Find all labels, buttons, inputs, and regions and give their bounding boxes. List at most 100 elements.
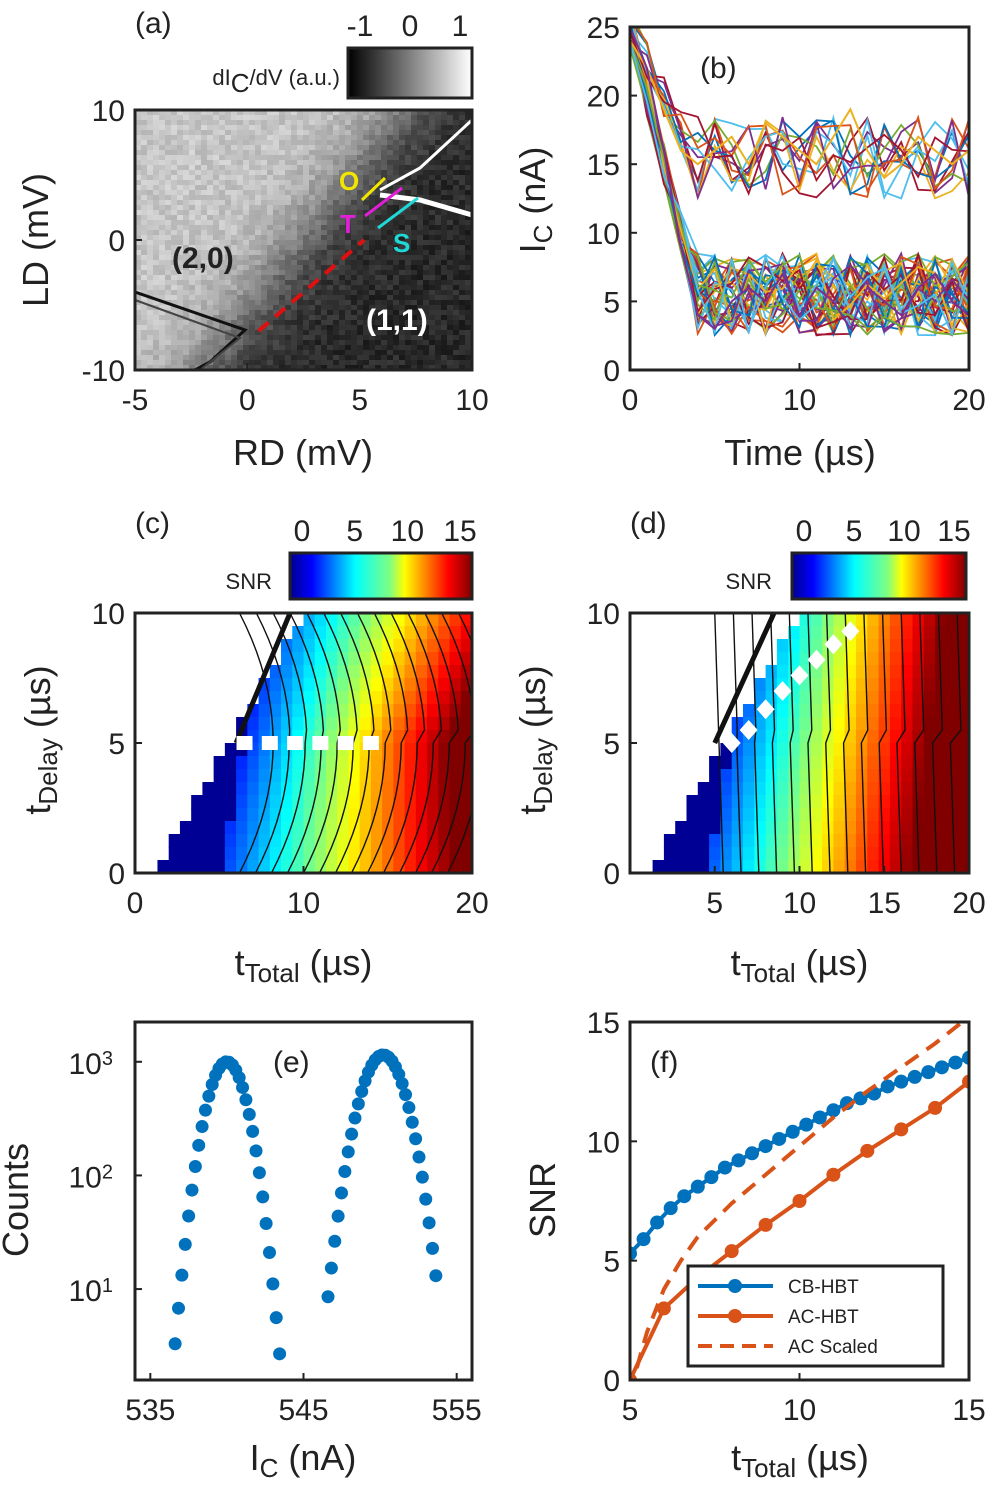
pixel [363, 120, 370, 126]
pixel [285, 330, 292, 336]
pixel [465, 295, 472, 301]
pixel [285, 135, 292, 141]
pixel [345, 200, 352, 206]
pixel [363, 320, 370, 326]
pixel [393, 225, 400, 231]
pixel [309, 235, 316, 241]
pixel [297, 160, 304, 166]
panel-b-ylabel-part: C [528, 225, 558, 244]
snr-cell [449, 678, 462, 692]
pixel [333, 255, 340, 261]
pixel [411, 160, 418, 166]
pixel [237, 200, 244, 206]
pixel [447, 280, 454, 286]
pixel [345, 195, 352, 201]
panel-a-ylabel: LD (mV) [15, 173, 56, 307]
pixel [171, 120, 178, 126]
snr-cell [269, 795, 282, 809]
pixel [285, 210, 292, 216]
snr-cell [822, 717, 834, 731]
pixel [327, 250, 334, 256]
pixel [237, 220, 244, 226]
pixel [333, 165, 340, 171]
pixel [231, 225, 238, 231]
pixel [207, 165, 214, 171]
pixel [273, 125, 280, 131]
snr-cell [258, 795, 271, 809]
pixel [297, 355, 304, 361]
pixel [435, 235, 442, 241]
pixel [285, 240, 292, 246]
pixel [309, 165, 316, 171]
pixel [231, 220, 238, 226]
pixel [345, 235, 352, 241]
panel-b-x-tick-label: 10 [783, 384, 816, 417]
panel-d-ylabel: tDelay (µs) [512, 665, 558, 814]
snr-cell [325, 691, 338, 705]
pixel [237, 265, 244, 271]
pixel [189, 195, 196, 201]
pixel [321, 200, 328, 206]
pixel [183, 225, 190, 231]
pixel [381, 330, 388, 336]
pixel [273, 285, 280, 291]
pixel [285, 125, 292, 131]
snr-cell [901, 834, 914, 848]
snr-cell [325, 769, 338, 783]
pixel [447, 300, 454, 306]
pixel [333, 365, 340, 370]
pixel [195, 180, 202, 186]
pixel [453, 140, 460, 146]
pixel [297, 305, 304, 311]
pixel [459, 325, 466, 331]
pixel [447, 270, 454, 276]
pixel [351, 335, 358, 341]
pixel [405, 160, 412, 166]
snr-cell [799, 652, 812, 666]
snr-cell [393, 704, 406, 718]
pixel [441, 295, 448, 301]
pixel [219, 365, 226, 370]
snr-cell [743, 847, 755, 861]
pixel [165, 145, 172, 151]
pixel [207, 240, 214, 246]
pixel [453, 260, 460, 266]
snr-cell [415, 704, 428, 718]
pixel [195, 350, 202, 356]
pixel [333, 175, 340, 181]
pixel [267, 330, 274, 336]
snr-cell [314, 847, 327, 861]
pixel [135, 340, 142, 346]
snr-cell [415, 860, 428, 873]
trace-low [630, 27, 969, 332]
pixel [255, 185, 262, 191]
pixel [453, 170, 460, 176]
panel-c-y-tick-label: 5 [108, 728, 125, 761]
pixel [141, 275, 148, 281]
snr-cell [325, 639, 338, 653]
pixel [243, 150, 250, 156]
pixel [219, 355, 226, 361]
pixel [399, 320, 406, 326]
snr-cell [337, 769, 350, 783]
pixel [429, 140, 436, 146]
pixel [429, 210, 436, 216]
pixel [399, 255, 406, 261]
count-point [202, 1089, 216, 1103]
pixel [363, 215, 370, 221]
panel-e-y-tick-label-part: 10 [69, 1161, 102, 1194]
count-point [338, 1165, 352, 1179]
pixel [435, 240, 442, 246]
pixel [309, 195, 316, 201]
pixel [291, 335, 298, 341]
pixel [159, 230, 166, 236]
pixel [249, 340, 256, 346]
pixel [447, 315, 454, 321]
pixel [375, 335, 382, 341]
pixel [255, 115, 262, 121]
contour-line [350, 613, 392, 873]
contour-line [302, 613, 341, 873]
snr-cell [844, 782, 857, 796]
snr-cell [799, 691, 812, 705]
pixel [435, 195, 442, 201]
